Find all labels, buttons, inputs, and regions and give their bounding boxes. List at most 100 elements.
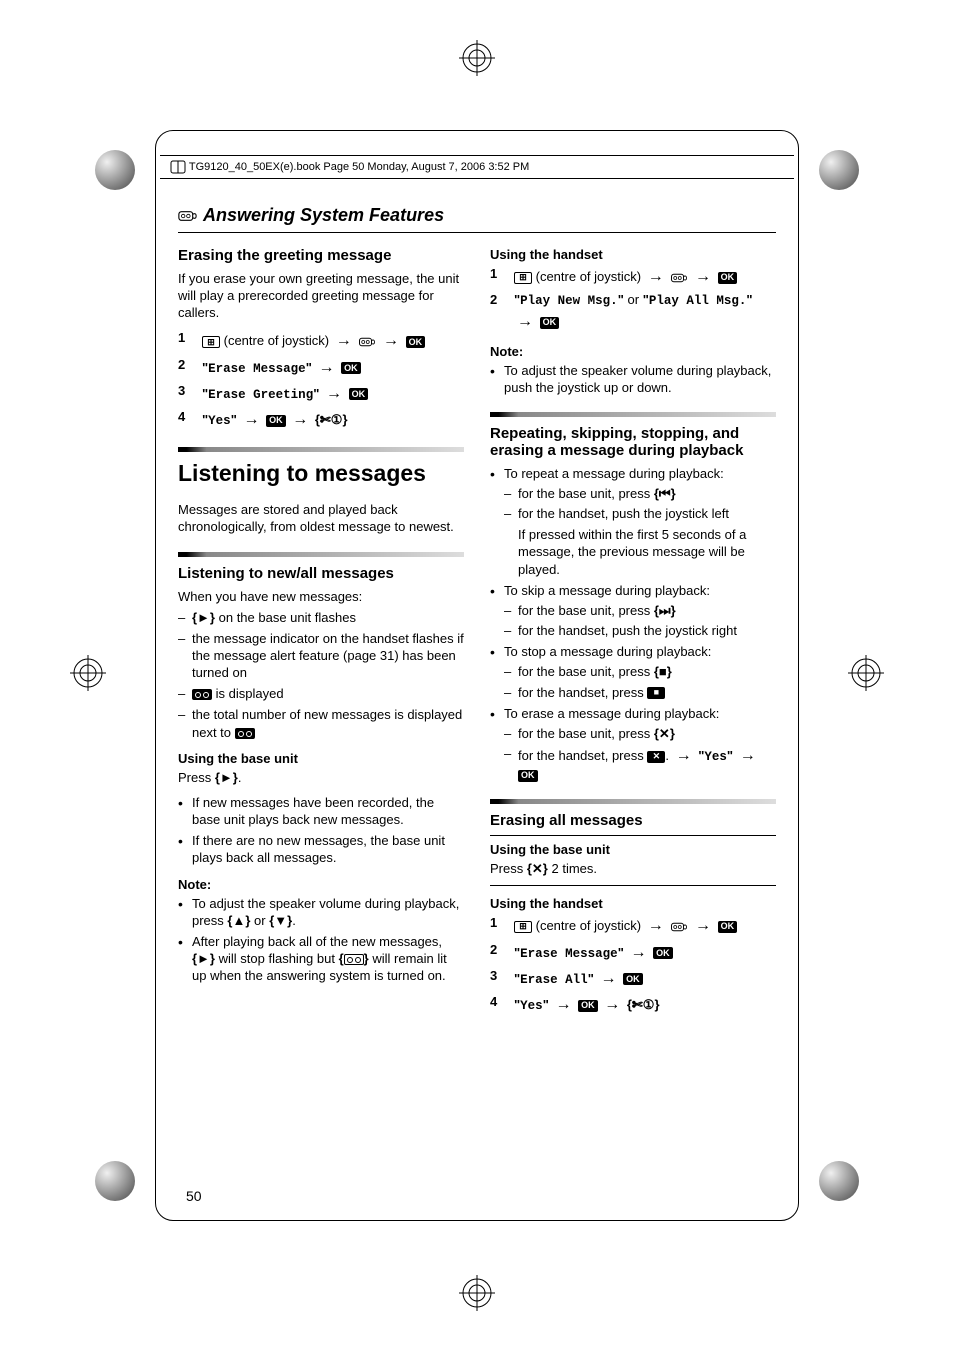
ok-icon: OK xyxy=(718,272,738,284)
answering-icon xyxy=(178,209,197,223)
arrow-icon: → xyxy=(240,411,262,428)
step-text: Yes xyxy=(520,999,543,1013)
right-column: Using the handset 1 ⊞ (centre of joystic… xyxy=(490,247,776,1026)
ok-icon: OK xyxy=(718,921,738,933)
list-item: To stop a message during playback: for t… xyxy=(490,643,776,700)
yes-text: Yes xyxy=(704,750,727,764)
section-divider-bar xyxy=(490,412,776,417)
ok-icon: OK xyxy=(349,388,369,400)
item-text: or xyxy=(254,913,266,928)
registration-target-top xyxy=(459,40,495,76)
item-text: for the handset, press xyxy=(518,748,644,763)
menu-grid-icon: ⊞ xyxy=(514,272,532,284)
list-item: If new messages have been recorded, the … xyxy=(178,794,464,828)
arrow-icon: → xyxy=(737,747,759,764)
step-3: 3 "Erase All" → OK xyxy=(490,967,776,990)
ok-icon: OK xyxy=(653,947,673,959)
list-item: {►} on the base unit flashes xyxy=(178,609,464,626)
tape-icon xyxy=(344,954,364,965)
press-x-line: Press {✕} 2 times. xyxy=(490,860,776,877)
list-item: To erase a message during playback: for … xyxy=(490,705,776,784)
item-text: will stop flashing but xyxy=(219,951,335,966)
step-4: 4 "Yes" → OK → {✄①} xyxy=(178,408,464,431)
arrow-icon: → xyxy=(645,268,667,285)
item-text: To skip a message during playback: xyxy=(504,583,710,598)
step-3: 3 "Erase Greeting" → OK xyxy=(178,382,464,405)
chapter-title: Answering System Features xyxy=(178,205,776,226)
stop-icon: ■ xyxy=(647,687,665,699)
tape-icon xyxy=(235,728,255,739)
step-4: 4 "Yes" → OK → {✄①} xyxy=(490,993,776,1016)
off-key: {✄①} xyxy=(315,412,348,427)
list-item: If there are no new messages, the base u… xyxy=(178,832,464,866)
step-text: Erase Message xyxy=(208,362,306,376)
book-icon xyxy=(170,160,186,174)
erasing-greeting-steps: 1 ⊞ (centre of joystick) → → OK 2 "Erase… xyxy=(178,329,464,431)
using-handset-label: Using the handset xyxy=(490,247,776,262)
page-header: TG9120_40_50EX(e).book Page 50 Monday, A… xyxy=(160,155,794,179)
list-item: is displayed xyxy=(178,685,464,702)
item-text: To erase a message during playback: xyxy=(504,706,719,721)
item-text: the message indicator on the handset fla… xyxy=(192,631,464,680)
press-play-line: Press {►}. xyxy=(178,769,464,786)
arrow-icon: → xyxy=(380,332,402,349)
repeat-skip-heading: Repeating, skipping, stopping, and erasi… xyxy=(490,425,776,459)
print-mark-tl xyxy=(95,150,135,190)
item-text: for the base unit, press xyxy=(518,726,650,741)
base-unit-play-list: If new messages have been recorded, the … xyxy=(178,794,464,867)
item-text: is displayed xyxy=(216,686,284,701)
list-item: the message indicator on the handset fla… xyxy=(178,630,464,681)
arrow-icon: → xyxy=(645,917,667,934)
registration-target-right xyxy=(848,655,884,691)
sub-item: for the base unit, press {✕} xyxy=(504,725,776,742)
arrow-icon: → xyxy=(316,359,338,376)
erasing-greeting-para: If you erase your own greeting message, … xyxy=(178,270,464,321)
section-divider-bar xyxy=(178,552,464,557)
sub-list: for the base unit, press {✕} for the han… xyxy=(504,725,776,783)
listening-heading: Listening to messages xyxy=(178,460,464,487)
or-text: or xyxy=(628,292,640,307)
item-text: for the base unit, press xyxy=(518,486,650,501)
list-item: the total number of new messages is disp… xyxy=(178,706,464,740)
erasing-greeting-heading: Erasing the greeting message xyxy=(178,247,464,264)
sub-item: for the handset, push the joystick left xyxy=(504,505,776,522)
erasing-all-heading: Erasing all messages xyxy=(490,812,776,829)
section-divider-bar xyxy=(490,799,776,804)
chapter-title-text: Answering System Features xyxy=(203,205,444,226)
step-text: Erase All xyxy=(520,973,588,987)
answering-small-icon xyxy=(670,272,688,284)
item-text: on the base unit flashes xyxy=(219,610,356,625)
press-text: Press xyxy=(490,861,523,876)
menu-grid-icon: ⊞ xyxy=(202,336,220,348)
sub-list: for the base unit, press {■} for the han… xyxy=(504,663,776,700)
ok-icon: OK xyxy=(540,317,560,329)
listening-para: Messages are stored and played back chro… xyxy=(178,501,464,535)
arrow-icon: → xyxy=(692,268,714,285)
arrow-icon: → xyxy=(323,385,345,402)
arrow-icon: → xyxy=(673,747,695,764)
erase-icon: ✕ xyxy=(647,751,665,763)
sub-item: for the base unit, press {⏮} xyxy=(504,485,776,502)
step-text: (centre of joystick) xyxy=(536,269,641,284)
sub-list: for the base unit, press {⏭} for the han… xyxy=(504,602,776,639)
menu-grid-icon: ⊞ xyxy=(514,921,532,933)
ok-icon: OK xyxy=(266,415,286,427)
list-item: To adjust the speaker volume during play… xyxy=(490,362,776,396)
step-text: Erase Greeting xyxy=(208,388,313,402)
sub-item: for the base unit, press {⏭} xyxy=(504,602,776,619)
step-1: 1 ⊞ (centre of joystick) → → OK xyxy=(178,329,464,352)
step-text: Yes xyxy=(208,414,231,428)
note-label: Note: xyxy=(490,344,776,359)
sub-list: for the base unit, press {⏮} for the han… xyxy=(504,485,776,522)
step-2: 2 "Play New Msg." or "Play All Msg." → O… xyxy=(490,291,776,333)
handset-play-steps: 1 ⊞ (centre of joystick) → → OK 2 "Play … xyxy=(490,265,776,334)
item-text: for the base unit, press xyxy=(518,664,650,679)
playback-controls-list: To repeat a message during playback: for… xyxy=(490,465,776,783)
ok-icon: OK xyxy=(623,973,643,985)
sub-item: for the handset, push the joystick right xyxy=(504,622,776,639)
using-handset-label: Using the handset xyxy=(490,896,776,911)
step-1: 1 ⊞ (centre of joystick) → → OK xyxy=(490,914,776,937)
note-label: Note: xyxy=(178,877,464,892)
print-mark-tr xyxy=(819,150,859,190)
item-text: To repeat a message during playback: xyxy=(504,466,724,481)
